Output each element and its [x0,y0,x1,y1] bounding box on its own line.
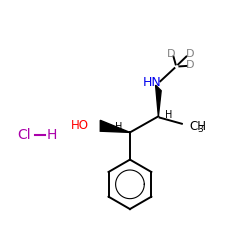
Polygon shape [156,85,161,116]
Text: D: D [167,49,176,59]
Text: CH: CH [189,120,206,133]
Text: 3: 3 [197,125,203,134]
Text: H: H [165,110,172,120]
Text: D: D [186,49,194,59]
Text: H: H [115,122,122,132]
Text: HO: HO [71,119,89,132]
Polygon shape [100,120,130,132]
Text: HN: HN [143,76,162,90]
Text: H: H [47,128,58,142]
Text: Cl: Cl [18,128,31,142]
Text: D: D [186,60,195,70]
